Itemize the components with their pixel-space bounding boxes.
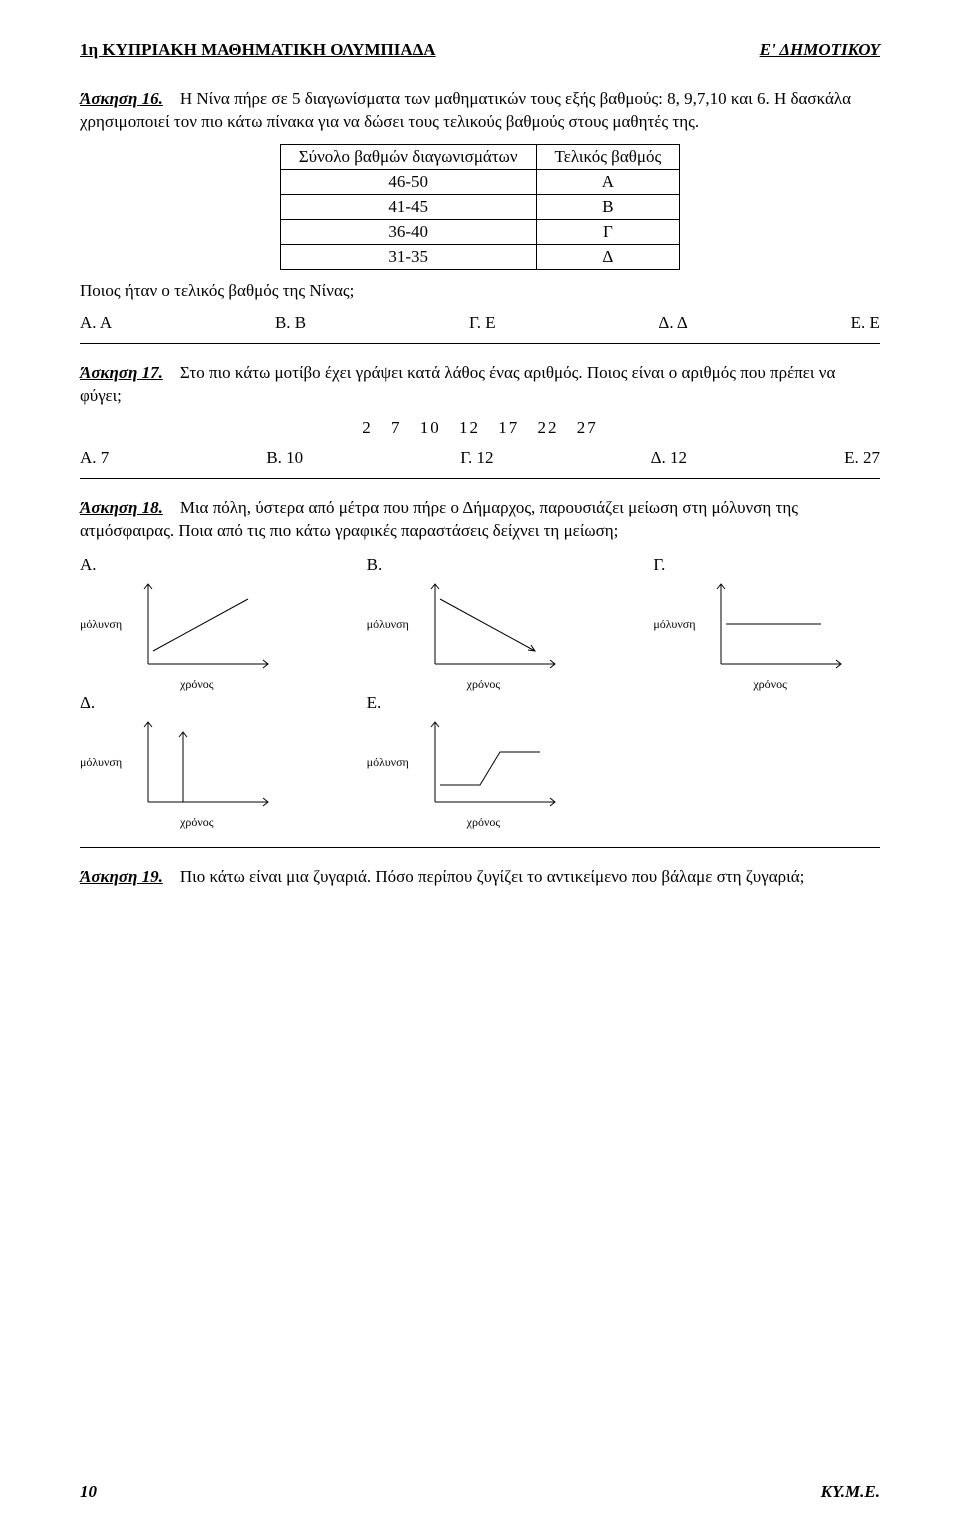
ex19-text: Πιο κάτω είναι μια ζυγαριά. Πόσο περίπου… [180, 867, 804, 886]
ex16-text: Η Νίνα πήρε σε 5 διαγωνίσματα των μαθημα… [80, 89, 851, 131]
ex17-opt-a: Α. 7 [80, 448, 109, 468]
divider [80, 478, 880, 479]
ex16-opt-a: Α. Α [80, 313, 112, 333]
chart-a-ylabel: μόλυνση [80, 617, 122, 632]
chart-d-col: Δ. μόλυνση χρόνος [80, 693, 307, 817]
chart-e-series [440, 752, 540, 785]
ex18-text: Μια πόλη, ύστερα από μέτρα που πήρε ο Δή… [80, 498, 798, 540]
chart-empty [653, 693, 880, 817]
ex18-title: Άσκηση 18. [80, 498, 163, 517]
chart-e-ylabel: μόλυνση [367, 755, 409, 770]
chart-a-series [153, 599, 248, 651]
chart-b-label: Β. [367, 555, 594, 575]
chart-e-label: Ε. [367, 693, 594, 713]
ex16-title: Άσκηση 16. [80, 89, 163, 108]
page: { "header": { "left": "1η ΚΥΠΡΙΑΚΗ ΜΑΘΗΜ… [0, 0, 960, 1532]
ex16-opt-e: Ε. Ε [851, 313, 880, 333]
grade-table-h1: Σύνολο βαθμών διαγωνισμάτων [280, 144, 536, 169]
chart-d-label: Δ. [80, 693, 307, 713]
chart-b-xlabel: χρόνος [467, 677, 501, 692]
header-right: Ε' ΔΗΜΟΤΙΚΟΥ [760, 40, 880, 60]
chart-d-xlabel: χρόνος [180, 815, 214, 830]
chart-e-xlabel: χρόνος [467, 815, 501, 830]
ex17-opt-d: Δ. 12 [651, 448, 687, 468]
ex18-block: Άσκηση 18. Μια πόλη, ύστερα από μέτρα πο… [80, 497, 880, 543]
chart-a-xlabel: χρόνος [180, 677, 214, 692]
chart-b-col: Β. μόλυνση χρόνος [367, 555, 594, 679]
chart-c-label: Γ. [653, 555, 880, 575]
grade-table-cell: 41-45 [280, 194, 536, 219]
ex17-opt-b: Β. 10 [266, 448, 303, 468]
ex16-question: Ποιος ήταν ο τελικός βαθμός της Νίνας; [80, 280, 880, 303]
chart-a-svg [128, 579, 278, 674]
ex17-options: Α. 7 Β. 10 Γ. 12 Δ. 12 Ε. 27 [80, 448, 880, 468]
grade-table-cell: 46-50 [280, 169, 536, 194]
chart-b-svg [415, 579, 565, 674]
ex16-opt-c: Γ. Ε [469, 313, 496, 333]
chart-b-ylabel: μόλυνση [367, 617, 409, 632]
footer-org: ΚΥ.Μ.Ε. [821, 1482, 880, 1502]
chart-c-ylabel: μόλυνση [653, 617, 695, 632]
header-left: 1η ΚΥΠΡΙΑΚΗ ΜΑΘΗΜΑΤΙΚΗ ΟΛΥΜΠΙΑΔΑ [80, 40, 436, 60]
chart-a-label: Α. [80, 555, 307, 575]
grade-table-h2: Τελικός βαθμός [536, 144, 680, 169]
grade-table: Σύνολο βαθμών διαγωνισμάτων Τελικός βαθμ… [280, 144, 680, 270]
ex19-title: Άσκηση 19. [80, 867, 163, 886]
page-footer: 10 ΚΥ.Μ.Ε. [80, 1482, 880, 1502]
chart-c-xlabel: χρόνος [753, 677, 787, 692]
chart-c-col: Γ. μόλυνση χρόνος [653, 555, 880, 679]
ex17-title: Άσκηση 17. [80, 363, 163, 382]
grade-table-cell: Δ [536, 244, 680, 269]
chart-e-svg [415, 717, 565, 812]
ex17-opt-e: Ε. 27 [844, 448, 880, 468]
divider [80, 847, 880, 848]
ex16-options: Α. Α Β. Β Γ. Ε Δ. Δ Ε. Ε [80, 313, 880, 333]
grade-table-cell: Α [536, 169, 680, 194]
ex19-block: Άσκηση 19. Πιο κάτω είναι μια ζυγαριά. Π… [80, 866, 880, 889]
chart-e-col: Ε. μόλυνση χρόνος [367, 693, 594, 817]
ex16-opt-d: Δ. Δ [658, 313, 687, 333]
chart-d-svg [128, 717, 278, 812]
ex17-sequence: 2 7 10 12 17 22 27 [80, 418, 880, 438]
ex17-opt-c: Γ. 12 [460, 448, 493, 468]
ex17-block: Άσκηση 17. Στο πιο κάτω μοτίβο έχει γράψ… [80, 362, 880, 408]
grade-table-cell: Γ [536, 219, 680, 244]
grade-table-cell: 31-35 [280, 244, 536, 269]
ex18-charts-row1: Α. μόλυνση χρόνος Β. μόλυνση [80, 555, 880, 679]
ex17-text: Στο πιο κάτω μοτίβο έχει γράψει κατά λάθ… [80, 363, 835, 405]
ex18-charts-row2: Δ. μόλυνση χρόνος Ε. μόλυνση [80, 693, 880, 817]
ex16-block: Άσκηση 16. Η Νίνα πήρε σε 5 διαγωνίσματα… [80, 88, 880, 134]
page-header: 1η ΚΥΠΡΙΑΚΗ ΜΑΘΗΜΑΤΙΚΗ ΟΛΥΜΠΙΑΔΑ Ε' ΔΗΜΟ… [80, 40, 880, 60]
ex16-opt-b: Β. Β [275, 313, 306, 333]
chart-a-col: Α. μόλυνση χρόνος [80, 555, 307, 679]
grade-table-cell: 36-40 [280, 219, 536, 244]
divider [80, 343, 880, 344]
chart-b-series [440, 599, 535, 651]
chart-c-svg [701, 579, 851, 674]
chart-d-ylabel: μόλυνση [80, 755, 122, 770]
page-number: 10 [80, 1482, 97, 1502]
grade-table-cell: Β [536, 194, 680, 219]
